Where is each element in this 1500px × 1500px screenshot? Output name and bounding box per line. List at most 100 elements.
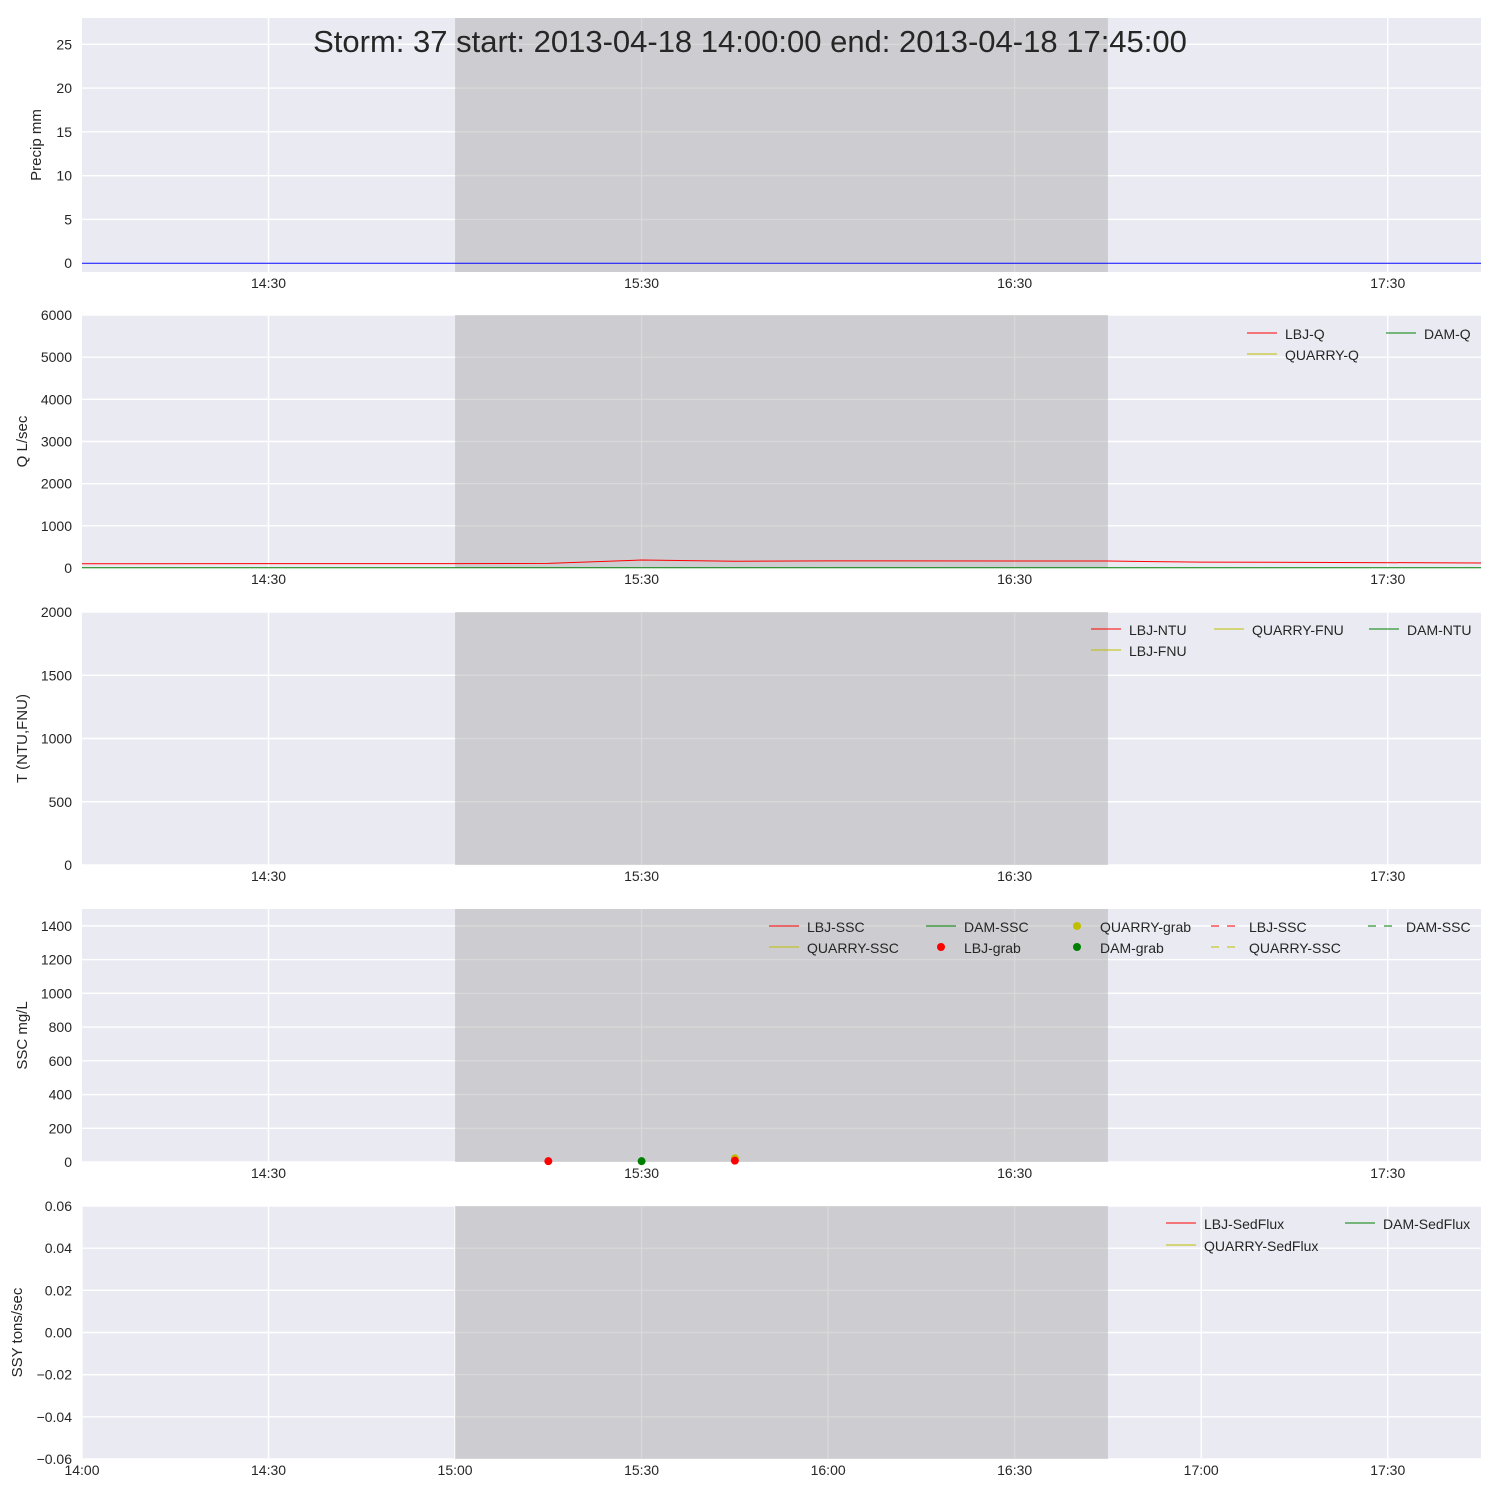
y-tick-label: 15 xyxy=(56,124,72,140)
panel-3: 0 500 1000 1500 2000 14:30 15:30 16:30 17:30 T (N… xyxy=(14,604,1481,884)
x-tick-label: 15:30 xyxy=(624,571,659,587)
legend-label: LBJ-NTU xyxy=(1129,622,1187,638)
y-tick-label: 3000 xyxy=(41,434,72,450)
x-tick-label: 15:00 xyxy=(438,1462,473,1478)
plot-area xyxy=(82,909,1481,1162)
y-tick-label: 1200 xyxy=(41,952,72,968)
x-tick-label: 14:00 xyxy=(64,1462,99,1478)
x-tick-label: 17:30 xyxy=(1370,1165,1405,1181)
legend-label: QUARRY-SSC xyxy=(1249,940,1341,956)
panel-4: 0 200 400 600 800 1000 1200 1400 14:30 15:30 16:30… xyxy=(14,909,1481,1181)
x-tick-label: 17:30 xyxy=(1370,571,1405,587)
y-tick-label: 25 xyxy=(56,36,72,52)
legend-label: QUARRY-SSC xyxy=(807,940,899,956)
series-line xyxy=(81,559,1482,565)
y-tick-label: 5 xyxy=(64,211,72,227)
legend: LBJ-SSC DAM-SSC QUARRY-grab LBJ-SSC DAM-SSC Q… xyxy=(769,919,1471,956)
y-tick-label: 800 xyxy=(49,1019,73,1035)
x-tick-label: 17:30 xyxy=(1370,275,1405,291)
x-tick-label: 16:30 xyxy=(997,571,1032,587)
x-tick-label: 15:30 xyxy=(624,275,659,291)
x-tick-label: 17:30 xyxy=(1370,1462,1405,1478)
y-tick-label: 500 xyxy=(49,794,73,810)
panel-1: 0 5 10 15 20 25 14:30 15:30 16:30 17:30 Precip mm xyxy=(28,18,1481,291)
legend-label: LBJ-Q xyxy=(1285,326,1325,342)
legend-label: DAM-NTU xyxy=(1407,622,1472,638)
legend-label: DAM-SedFlux xyxy=(1383,1216,1470,1232)
y-tick-label: 2000 xyxy=(41,476,72,492)
y-tick-label: 400 xyxy=(49,1087,73,1103)
figure-title: Storm: 37 start: 2013-04-18 14:00:00 end… xyxy=(313,24,1187,59)
x-tick-label: 16:30 xyxy=(997,275,1032,291)
y-tick-label: 20 xyxy=(56,80,72,96)
legend-label: LBJ-grab xyxy=(964,940,1021,956)
legend-label: QUARRY-Q xyxy=(1285,347,1359,363)
y-axis-label: Precip mm xyxy=(28,109,45,181)
x-tick-label: 16:30 xyxy=(997,868,1032,884)
y-tick-label: 0.04 xyxy=(45,1240,72,1256)
y-tick-label: 2000 xyxy=(41,604,72,620)
legend-label: QUARRY-grab xyxy=(1100,919,1191,935)
storm-span xyxy=(455,909,1108,1162)
x-tick-label: 14:30 xyxy=(251,571,286,587)
legend-label: LBJ-FNU xyxy=(1129,643,1187,659)
legend-marker xyxy=(937,943,945,951)
legend: LBJ-NTU QUARRY-FNU DAM-NTU LBJ-FNU xyxy=(1091,622,1472,659)
y-tick-label: 0 xyxy=(64,255,72,271)
legend-label: LBJ-SSC xyxy=(1249,919,1307,935)
y-tick-label: 6000 xyxy=(41,307,72,323)
y-tick-label: 0.00 xyxy=(45,1325,72,1341)
x-tick-label: 14:30 xyxy=(251,1462,286,1478)
x-tick-label: 17:30 xyxy=(1370,868,1405,884)
y-axis-label: SSC mg/L xyxy=(14,1001,31,1069)
y-tick-label: −0.04 xyxy=(37,1409,73,1425)
y-tick-label: 5000 xyxy=(41,349,72,365)
y-tick-label: −0.02 xyxy=(37,1367,73,1383)
y-axis-label: T (NTU,FNU) xyxy=(14,694,31,783)
storm-span xyxy=(455,612,1108,865)
legend-label: LBJ-SSC xyxy=(807,919,865,935)
y-tick-label: 0 xyxy=(64,560,72,576)
y-tick-label: 4000 xyxy=(41,391,72,407)
legend-label: DAM-SSC xyxy=(1406,919,1471,935)
x-tick-label: 16:30 xyxy=(997,1165,1032,1181)
y-tick-label: 600 xyxy=(49,1053,73,1069)
x-tick-label: 16:00 xyxy=(811,1462,846,1478)
y-tick-label: 200 xyxy=(49,1120,73,1136)
y-axis-label: SSY tons/sec xyxy=(9,1287,26,1377)
y-tick-label: 1000 xyxy=(41,731,72,747)
y-tick-label: 1500 xyxy=(41,667,72,683)
y-tick-label: 0 xyxy=(64,1154,72,1170)
legend-marker xyxy=(1073,922,1081,930)
x-tick-label: 14:30 xyxy=(251,275,286,291)
storm-span xyxy=(455,18,1108,272)
y-axis-label: Q L/sec xyxy=(14,415,31,467)
legend-label: DAM-grab xyxy=(1100,940,1164,956)
plot-area xyxy=(82,18,1481,272)
y-tick-label: 1400 xyxy=(41,918,72,934)
legend: LBJ-SedFlux DAM-SedFlux QUARRY-SedFlux xyxy=(1166,1216,1470,1254)
x-tick-label: 14:30 xyxy=(251,1165,286,1181)
y-tick-label: 0 xyxy=(64,857,72,873)
x-tick-label: 15:30 xyxy=(624,868,659,884)
legend-marker xyxy=(1073,943,1081,951)
y-tick-label: 1000 xyxy=(41,985,72,1001)
x-tick-label: 14:30 xyxy=(251,868,286,884)
x-tick-label: 15:30 xyxy=(624,1165,659,1181)
legend-label: QUARRY-SedFlux xyxy=(1204,1238,1318,1254)
storm-span xyxy=(455,315,1108,568)
panel-2: 0 1000 2000 3000 4000 5000 6000 14:30 15:30 16:30… xyxy=(14,307,1482,587)
y-tick-label: 1000 xyxy=(41,518,72,534)
panel-5: −0.06 −0.04 −0.02 0.00 0.02 0.04 0.06 14:00 14:3… xyxy=(9,1198,1481,1478)
data-point xyxy=(544,1157,553,1166)
legend: LBJ-Q DAM-Q QUARRY-Q xyxy=(1247,326,1471,363)
y-tick-label: −0.06 xyxy=(37,1451,73,1467)
y-tick-label: 0.02 xyxy=(45,1282,72,1298)
y-tick-label: 10 xyxy=(56,168,72,184)
legend-label: DAM-SSC xyxy=(964,919,1029,935)
x-tick-label: 16:30 xyxy=(997,1462,1032,1478)
y-tick-label: 0.06 xyxy=(45,1198,72,1214)
storm-span xyxy=(455,1206,1108,1459)
